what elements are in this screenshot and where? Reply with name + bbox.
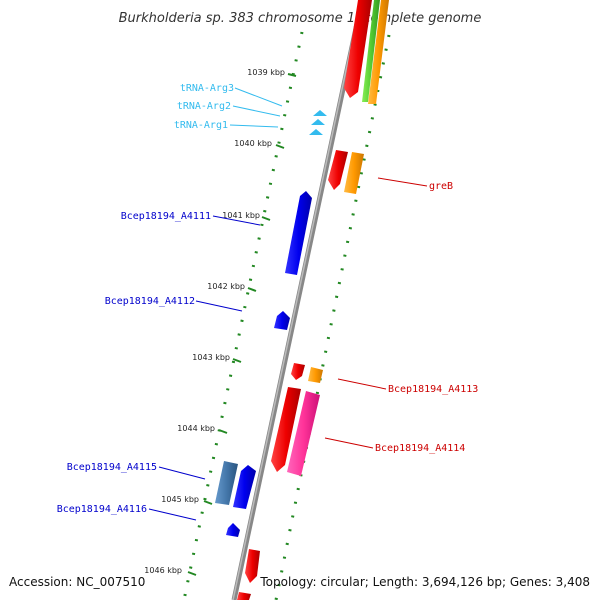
kbp-label: 1041 kbp: [222, 211, 260, 220]
forward-gene-arrow: [237, 592, 251, 600]
trna-arg2-marker: [311, 119, 325, 125]
kbp-tick: [203, 500, 213, 505]
kbp-tick: [287, 73, 297, 77]
a4115-feature-bar: [215, 461, 238, 505]
a4115-gene-arrow: [233, 465, 256, 509]
trna-markers: [309, 110, 327, 135]
label-leaders: [148, 87, 428, 521]
kbp-label: 1039 kbp: [247, 68, 285, 77]
a4116-label: Bcep18194_A4116: [57, 504, 147, 515]
a4115-leader: [158, 466, 206, 480]
trna-arg2-leader: [232, 105, 281, 117]
kbp-label: 1045 kbp: [161, 495, 199, 504]
map-title: Burkholderia sp. 383 chromosome 1, compl…: [119, 11, 482, 26]
a4114-label: Bcep18194_A4114: [375, 443, 465, 454]
kbp-label: 1043 kbp: [192, 353, 230, 362]
a4113-genes: [291, 363, 323, 383]
kbp-label: 1044 kbp: [177, 424, 215, 433]
a4114-gene-arrow: [271, 387, 301, 472]
kbp-tick: [261, 216, 271, 221]
a4113-label: Bcep18194_A4113: [388, 384, 478, 395]
a4115-genes: [215, 461, 256, 509]
kbp-tick: [187, 571, 197, 576]
kbp-label: 1046 kbp: [144, 566, 182, 575]
greb-label: greB: [429, 181, 453, 192]
gene-labels: tRNA-Arg3 tRNA-Arg2 tRNA-Arg1 Bcep18194_…: [57, 83, 479, 515]
trna-arg3-leader: [234, 87, 283, 107]
kbp-tick: [218, 429, 228, 434]
a4112-label: Bcep18194_A4112: [105, 296, 195, 307]
a4113-leader: [337, 378, 387, 390]
feature-tracks-bottom: [237, 549, 260, 600]
greb-leader: [377, 177, 428, 187]
genome-backbone: [231, 0, 365, 600]
trna-arg3-marker: [313, 110, 327, 116]
kbp-tick: [275, 144, 285, 149]
topology-text: Topology: circular; Length: 3,694,126 bp…: [259, 575, 590, 589]
a4115-label: Bcep18194_A4115: [67, 462, 157, 473]
a4114-genes: [271, 387, 320, 476]
kbp-tick: [247, 287, 257, 292]
a4113-cds-bar: [308, 367, 323, 383]
kbp-ruler: 1039 kbp 1040 kbp 1041 kbp 1042 kbp 1043…: [144, 68, 297, 576]
a4114-misc-feature-bar: [287, 391, 320, 476]
a4111-leader: [212, 215, 261, 226]
a4114-leader: [324, 437, 374, 449]
forward-gene-arrow: [245, 549, 260, 583]
kbp-label: 1042 kbp: [207, 282, 245, 291]
a4113-gene-arrow: [291, 363, 305, 380]
feature-tracks-top: [344, 0, 389, 104]
greb-genes: [328, 150, 364, 194]
greb-gene-arrow: [328, 150, 348, 190]
a4116-gene-arrow: [226, 523, 240, 537]
cds-feature-bar: [368, 0, 389, 104]
rna-feature-bar: [362, 0, 380, 102]
accession-text: Accession: NC_007510: [9, 575, 145, 589]
kbp-label: 1040 kbp: [234, 139, 272, 148]
kbp-tick: [232, 358, 242, 363]
trna-arg2-label: tRNA-Arg2: [177, 101, 231, 112]
trna-arg1-label: tRNA-Arg1: [174, 120, 228, 131]
trna-arg3-label: tRNA-Arg3: [180, 83, 234, 94]
a4111-gene-arrow: [285, 191, 312, 275]
a4111-label: Bcep18194_A4111: [121, 211, 211, 222]
forward-gene-arrow: [344, 0, 372, 98]
a4112-leader: [195, 300, 243, 312]
trna-arg1-marker: [309, 129, 323, 135]
trna-arg1-leader: [229, 124, 279, 128]
a4112-gene-arrow: [274, 311, 290, 330]
genome-backbone-highlight: [232, 0, 362, 600]
a4116-leader: [148, 508, 197, 521]
greb-cds-bar: [344, 152, 364, 194]
